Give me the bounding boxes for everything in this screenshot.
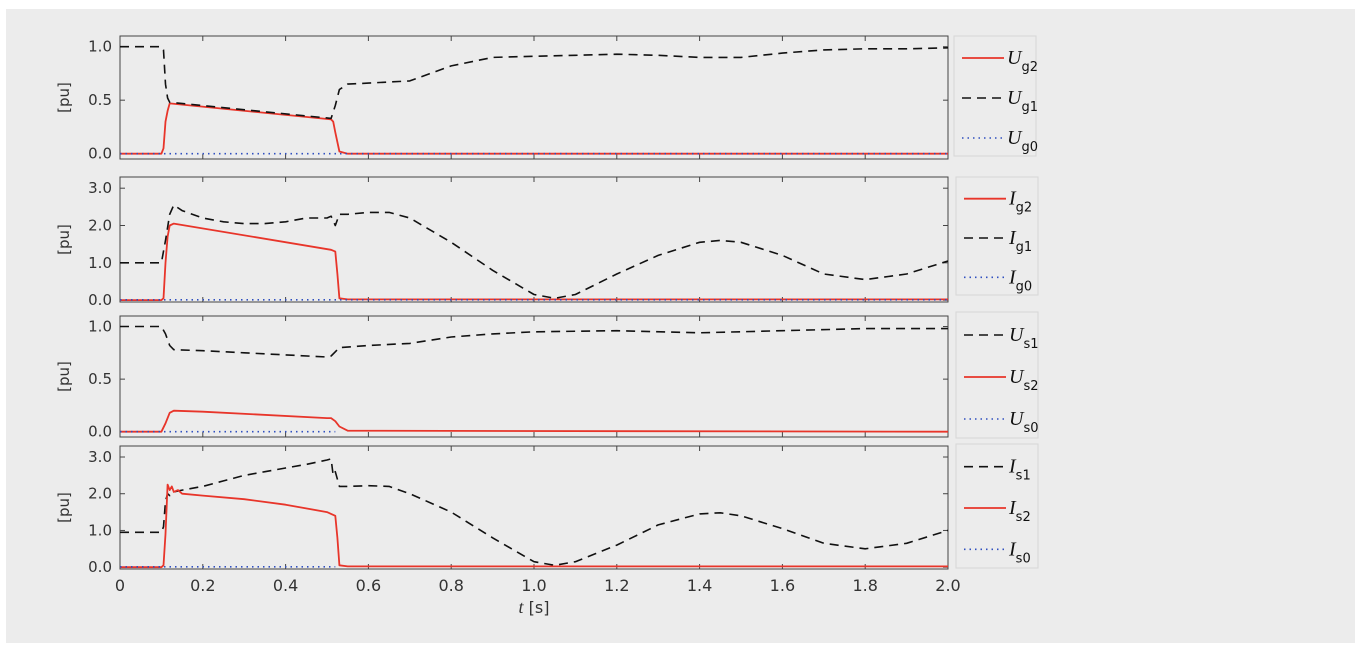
legend-box [953,35,1037,157]
y-tick-label: 1.0 [88,318,112,336]
legend-label: Us2 [1009,366,1039,394]
y-tick-label: 3.0 [88,179,112,197]
x-tick-label: 0.6 [356,576,381,595]
axes-frame [119,35,949,160]
x-tick-label: 1.4 [687,576,712,595]
x-tick-label: 2.0 [935,576,960,595]
y-tick-label: 0.0 [88,145,112,163]
legend-box [955,311,1039,439]
y-tick-label: 1.0 [88,38,112,56]
y-tick-label: 0.0 [88,423,112,441]
series-line-2 [120,204,948,300]
y-axis-label: [pu] [55,361,73,392]
legend: Ug2 Ug1 Ug0 [953,35,1038,157]
figure-panel: 0.0 0.5 1.0 [pu] Ug2 Ug1 Ug0 0.0 1.0 2.0 3.0 [pu] Ig… [6,9,1355,643]
legend: Is1 Is2 Is0 [955,443,1039,569]
y-axis-label: [pu] [55,492,73,523]
legend-label: Ig0 [1008,266,1032,294]
y-axis-label: [pu] [55,224,73,255]
y-tick-label: 3.0 [88,448,112,466]
series-line-2 [120,483,948,569]
legend: Ig2 Ig1 Ig0 [955,176,1039,296]
x-tick-label: 0 [115,576,125,595]
y-tick-label: 1.0 [88,521,112,539]
legend-label: Ig2 [1008,188,1032,216]
y-tick-label: 0.0 [88,558,112,576]
x-tick-label: 0.2 [190,576,215,595]
chart-panel-2: 0.0 1.0 2.0 3.0 [pu] Ig2 Ig1 Ig0 [55,176,1039,309]
x-axis-label: t [s] [519,597,550,617]
chart-panel-4: 0.0 1.0 2.0 3.0 [pu] Is1 Is2 Is0 [55,443,1039,576]
x-tick-label: 0.8 [438,576,463,595]
axes-frame [119,176,949,303]
axes-frame [119,445,949,570]
y-tick-label: 2.0 [88,217,112,235]
axes-frame [119,315,949,438]
legend-label: Ug2 [1007,47,1038,75]
y-tick-label: 0.5 [88,370,112,388]
y-axis-label: [pu] [55,82,73,113]
legend-label: Is0 [1008,538,1031,566]
x-tick-label: 1.6 [770,576,795,595]
legend: Us1 Us2 Us0 [955,311,1039,439]
legend-label: Ug0 [1007,127,1038,155]
x-tick-label: 1.2 [604,576,629,595]
legend-label: Is2 [1008,497,1031,525]
legend-box [955,176,1039,296]
chart-panel-1: 0.0 0.5 1.0 [pu] Ug2 Ug1 Ug0 [55,35,1038,163]
legend-label: Ig1 [1008,227,1032,255]
series-line-1 [120,222,948,302]
x-tick-label: 0.4 [273,576,298,595]
chart-panel-3: 0.0 0.5 1.0 [pu] Us1 Us2 Us0 [55,311,1039,441]
y-tick-label: 1.0 [88,254,112,272]
series-line-2 [120,409,948,433]
legend-box [955,443,1039,569]
legend-label: Ug1 [1007,87,1038,115]
legend-label: Us0 [1009,408,1039,436]
series-line-2 [120,45,948,120]
multi-panel-chart: 0.0 0.5 1.0 [pu] Ug2 Ug1 Ug0 0.0 1.0 2.0 3.0 [pu] Ig… [55,35,1039,617]
x-tick-label: 1.0 [521,576,546,595]
y-tick-label: 2.0 [88,485,112,503]
series-line-1 [120,102,948,155]
legend-label: Us1 [1009,324,1039,352]
y-tick-label: 0.0 [88,291,112,309]
x-tick-label: 1.8 [852,576,877,595]
y-tick-label: 0.5 [88,91,112,109]
legend-label: Is1 [1008,456,1031,484]
series-line-1 [120,325,948,358]
